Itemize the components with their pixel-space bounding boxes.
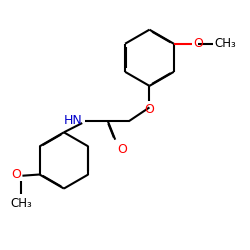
Text: HN: HN <box>64 114 83 126</box>
Text: CH₃: CH₃ <box>10 197 32 210</box>
Text: O: O <box>118 143 128 156</box>
Text: O: O <box>11 168 21 181</box>
Text: CH₃: CH₃ <box>214 37 236 50</box>
Text: O: O <box>193 37 203 50</box>
Text: O: O <box>144 102 154 116</box>
